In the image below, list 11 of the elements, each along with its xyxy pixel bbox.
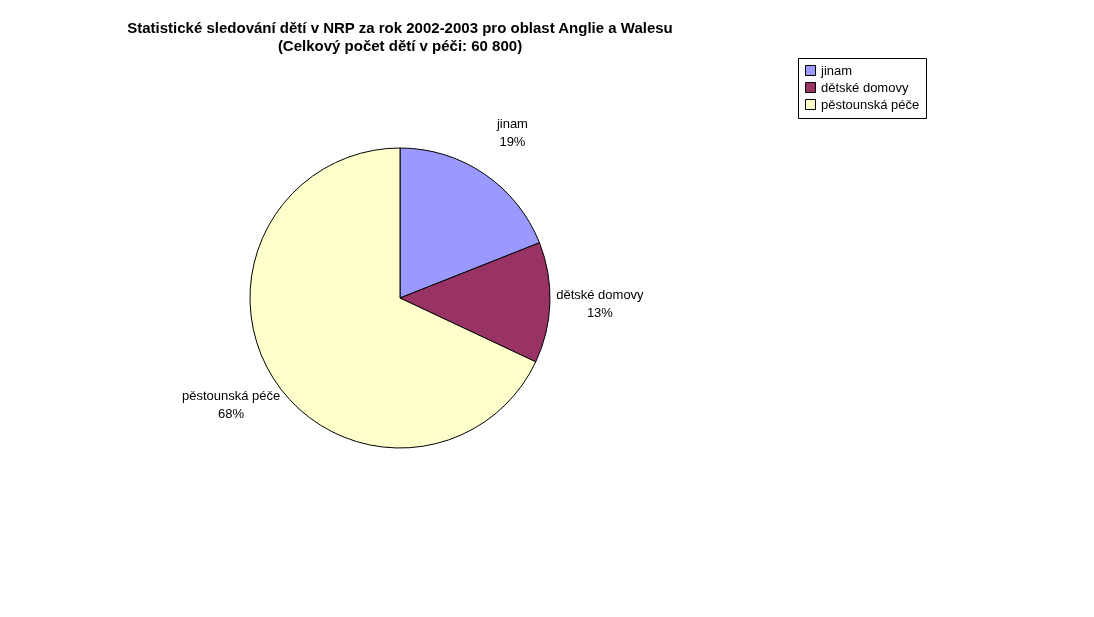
chart-subtitle: (Celkový počet dětí v péči: 60 800) [277, 36, 523, 54]
slice-label: jinam [495, 115, 528, 131]
data-label: 13% [586, 305, 614, 321]
legend-label: dětské domovy [821, 79, 909, 95]
chart-title: Statistické sledování dětí v NRP za rok 2002-2003 pro oblast Anglie a Walesu [127, 18, 673, 36]
data-label: 68% [218, 406, 245, 422]
slice-label: pěstounská péče [181, 388, 281, 404]
legend-label: pěstounská péče [821, 96, 920, 112]
legend-label: jinam [820, 62, 853, 78]
data-label: 19% [499, 133, 526, 149]
slice-label: dětské domovy [556, 287, 645, 303]
